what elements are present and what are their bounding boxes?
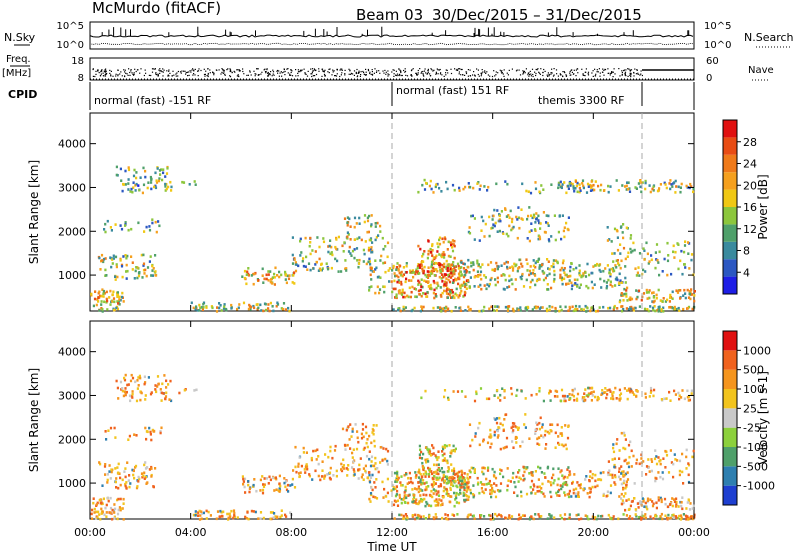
colorbar-segment [723, 350, 737, 370]
velocity-y-label: Slant Range [km] [27, 368, 41, 472]
x-tick-label: 00:00 [74, 526, 106, 539]
y-tick-label: 2000 [58, 225, 86, 238]
colorbar-segment [723, 154, 737, 173]
noise-lines [89, 26, 694, 46]
power-y-ticks: 1000 2000 3000 4000 [58, 138, 694, 282]
colorbar-segment [723, 466, 737, 486]
y-tick-label: 1000 [58, 477, 86, 490]
colorbar-tick: -500 [743, 460, 768, 473]
cpid-panel: CPID normal (fast) -151 RF normal (fast)… [8, 82, 695, 110]
colorbar-segment [723, 172, 737, 190]
colorbar-segment [723, 408, 737, 428]
nave-tick-bottom: 0 [706, 73, 712, 84]
y-tick-label: 3000 [58, 181, 86, 194]
y-tick-label: 1000 [58, 269, 86, 282]
colorbar-segment [723, 447, 737, 467]
colorbar-tick: 25 [743, 402, 757, 415]
colorbar-tick: 500 [743, 364, 764, 377]
site-title: McMurdo (fitACF) [92, 0, 221, 17]
power-y-label: Slant Range [km] [27, 160, 41, 264]
nave-label: Nave [748, 65, 774, 76]
y-tick-label: 2000 [58, 433, 86, 446]
velocity-colorbar-label: Velocity [m s-1] [756, 371, 770, 465]
x-tick-label: 12:00 [376, 526, 408, 539]
freq-dots [90, 68, 694, 80]
velocity-y-ticks: 1000 2000 3000 4000 [58, 346, 694, 490]
freq-label: Freq. [6, 54, 31, 65]
x-tick-label: 00:00 [678, 526, 710, 539]
noise-right-tick-top: 10^5 [704, 21, 731, 32]
colorbar-segment [723, 189, 737, 207]
colorbar-tick: -25 [743, 422, 761, 435]
velocity-panel: 1000 2000 3000 4000 Slant Range [km] [27, 320, 696, 521]
noise-left-tick-top: 10^5 [57, 21, 84, 32]
nave-tick-top: 60 [706, 56, 719, 67]
power-panel: 1000 2000 3000 4000 Slant Range [km] [27, 112, 696, 313]
colorbar-tick: 16 [743, 201, 757, 214]
colorbar-tick: 8 [743, 245, 750, 258]
beam-label: Beam 03 [356, 6, 423, 24]
noise-left-label: N.Sky [4, 31, 36, 44]
x-tick-label: 16:00 [477, 526, 509, 539]
colorbar-segment [723, 485, 737, 505]
date-range: 30/Dec/2015 – 31/Dec/2015 [432, 6, 642, 24]
colorbar-segment [723, 207, 737, 225]
y-tick-label: 3000 [58, 389, 86, 402]
colorbar-tick: 24 [743, 158, 757, 171]
colorbar-tick: 20 [743, 179, 757, 192]
cpid-label: CPID [8, 88, 37, 101]
colorbar-segment [723, 427, 737, 447]
colorbar-segment [723, 276, 737, 294]
colorbar-segment [723, 259, 737, 277]
x-axis-ticks: 00:00 04:00 08:00 12:00 16:00 20:00 00:00 [74, 113, 710, 539]
colorbar-tick: -100 [743, 441, 768, 454]
colorbar-segment [723, 120, 737, 138]
velocity-heatmap [90, 373, 696, 521]
colorbar-tick: -1000 [743, 480, 775, 493]
x-tick-label: 04:00 [175, 526, 207, 539]
power-colorbar: Power [dB] 4 8 12 16 20 24 28 [722, 119, 770, 295]
colorbar-segment [723, 224, 737, 242]
noise-left-tick-bottom: 10^0 [57, 40, 84, 51]
colorbar-tick: 28 [743, 136, 757, 149]
noise-right-label: N.Search [744, 31, 794, 44]
cpid-mode-2: normal (fast) 151 RF [396, 84, 509, 97]
y-tick-label: 4000 [58, 138, 86, 151]
freq-panel: Freq. [MHz] 18 8 60 0 Nave [2, 54, 774, 84]
power-heatmap [90, 165, 696, 313]
colorbar-tick: 12 [743, 223, 757, 236]
colorbar-segment [723, 137, 737, 155]
colorbar-segment [723, 389, 737, 409]
colorbar-tick: 1000 [743, 344, 771, 357]
noise-panel: N.Sky 10^5 10^0 10^5 10^0 N.Search [4, 21, 794, 51]
colorbar-segment [723, 241, 737, 260]
freq-unit: [MHz] [2, 68, 31, 79]
freq-tick-bottom: 8 [78, 73, 84, 84]
freq-tick-top: 18 [71, 56, 84, 67]
cpid-mode-1: normal (fast) -151 RF [94, 94, 211, 107]
x-axis-title: Time UT [366, 540, 417, 554]
colorbar-segment [723, 331, 737, 351]
colorbar-tick: 100 [743, 383, 764, 396]
cpid-mode-3: themis 3300 RF [538, 94, 625, 107]
velocity-colorbar: Velocity [m s-1] -1000 -500 -100 -25 25 100 50… [722, 330, 775, 506]
power-colorbar-label: Power [dB] [756, 174, 770, 239]
x-tick-label: 08:00 [275, 526, 307, 539]
x-tick-label: 20:00 [577, 526, 609, 539]
colorbar-tick: 4 [743, 266, 750, 279]
colorbar-segment [723, 369, 737, 389]
y-tick-label: 4000 [58, 346, 86, 359]
noise-right-tick-bottom: 10^0 [704, 40, 731, 51]
